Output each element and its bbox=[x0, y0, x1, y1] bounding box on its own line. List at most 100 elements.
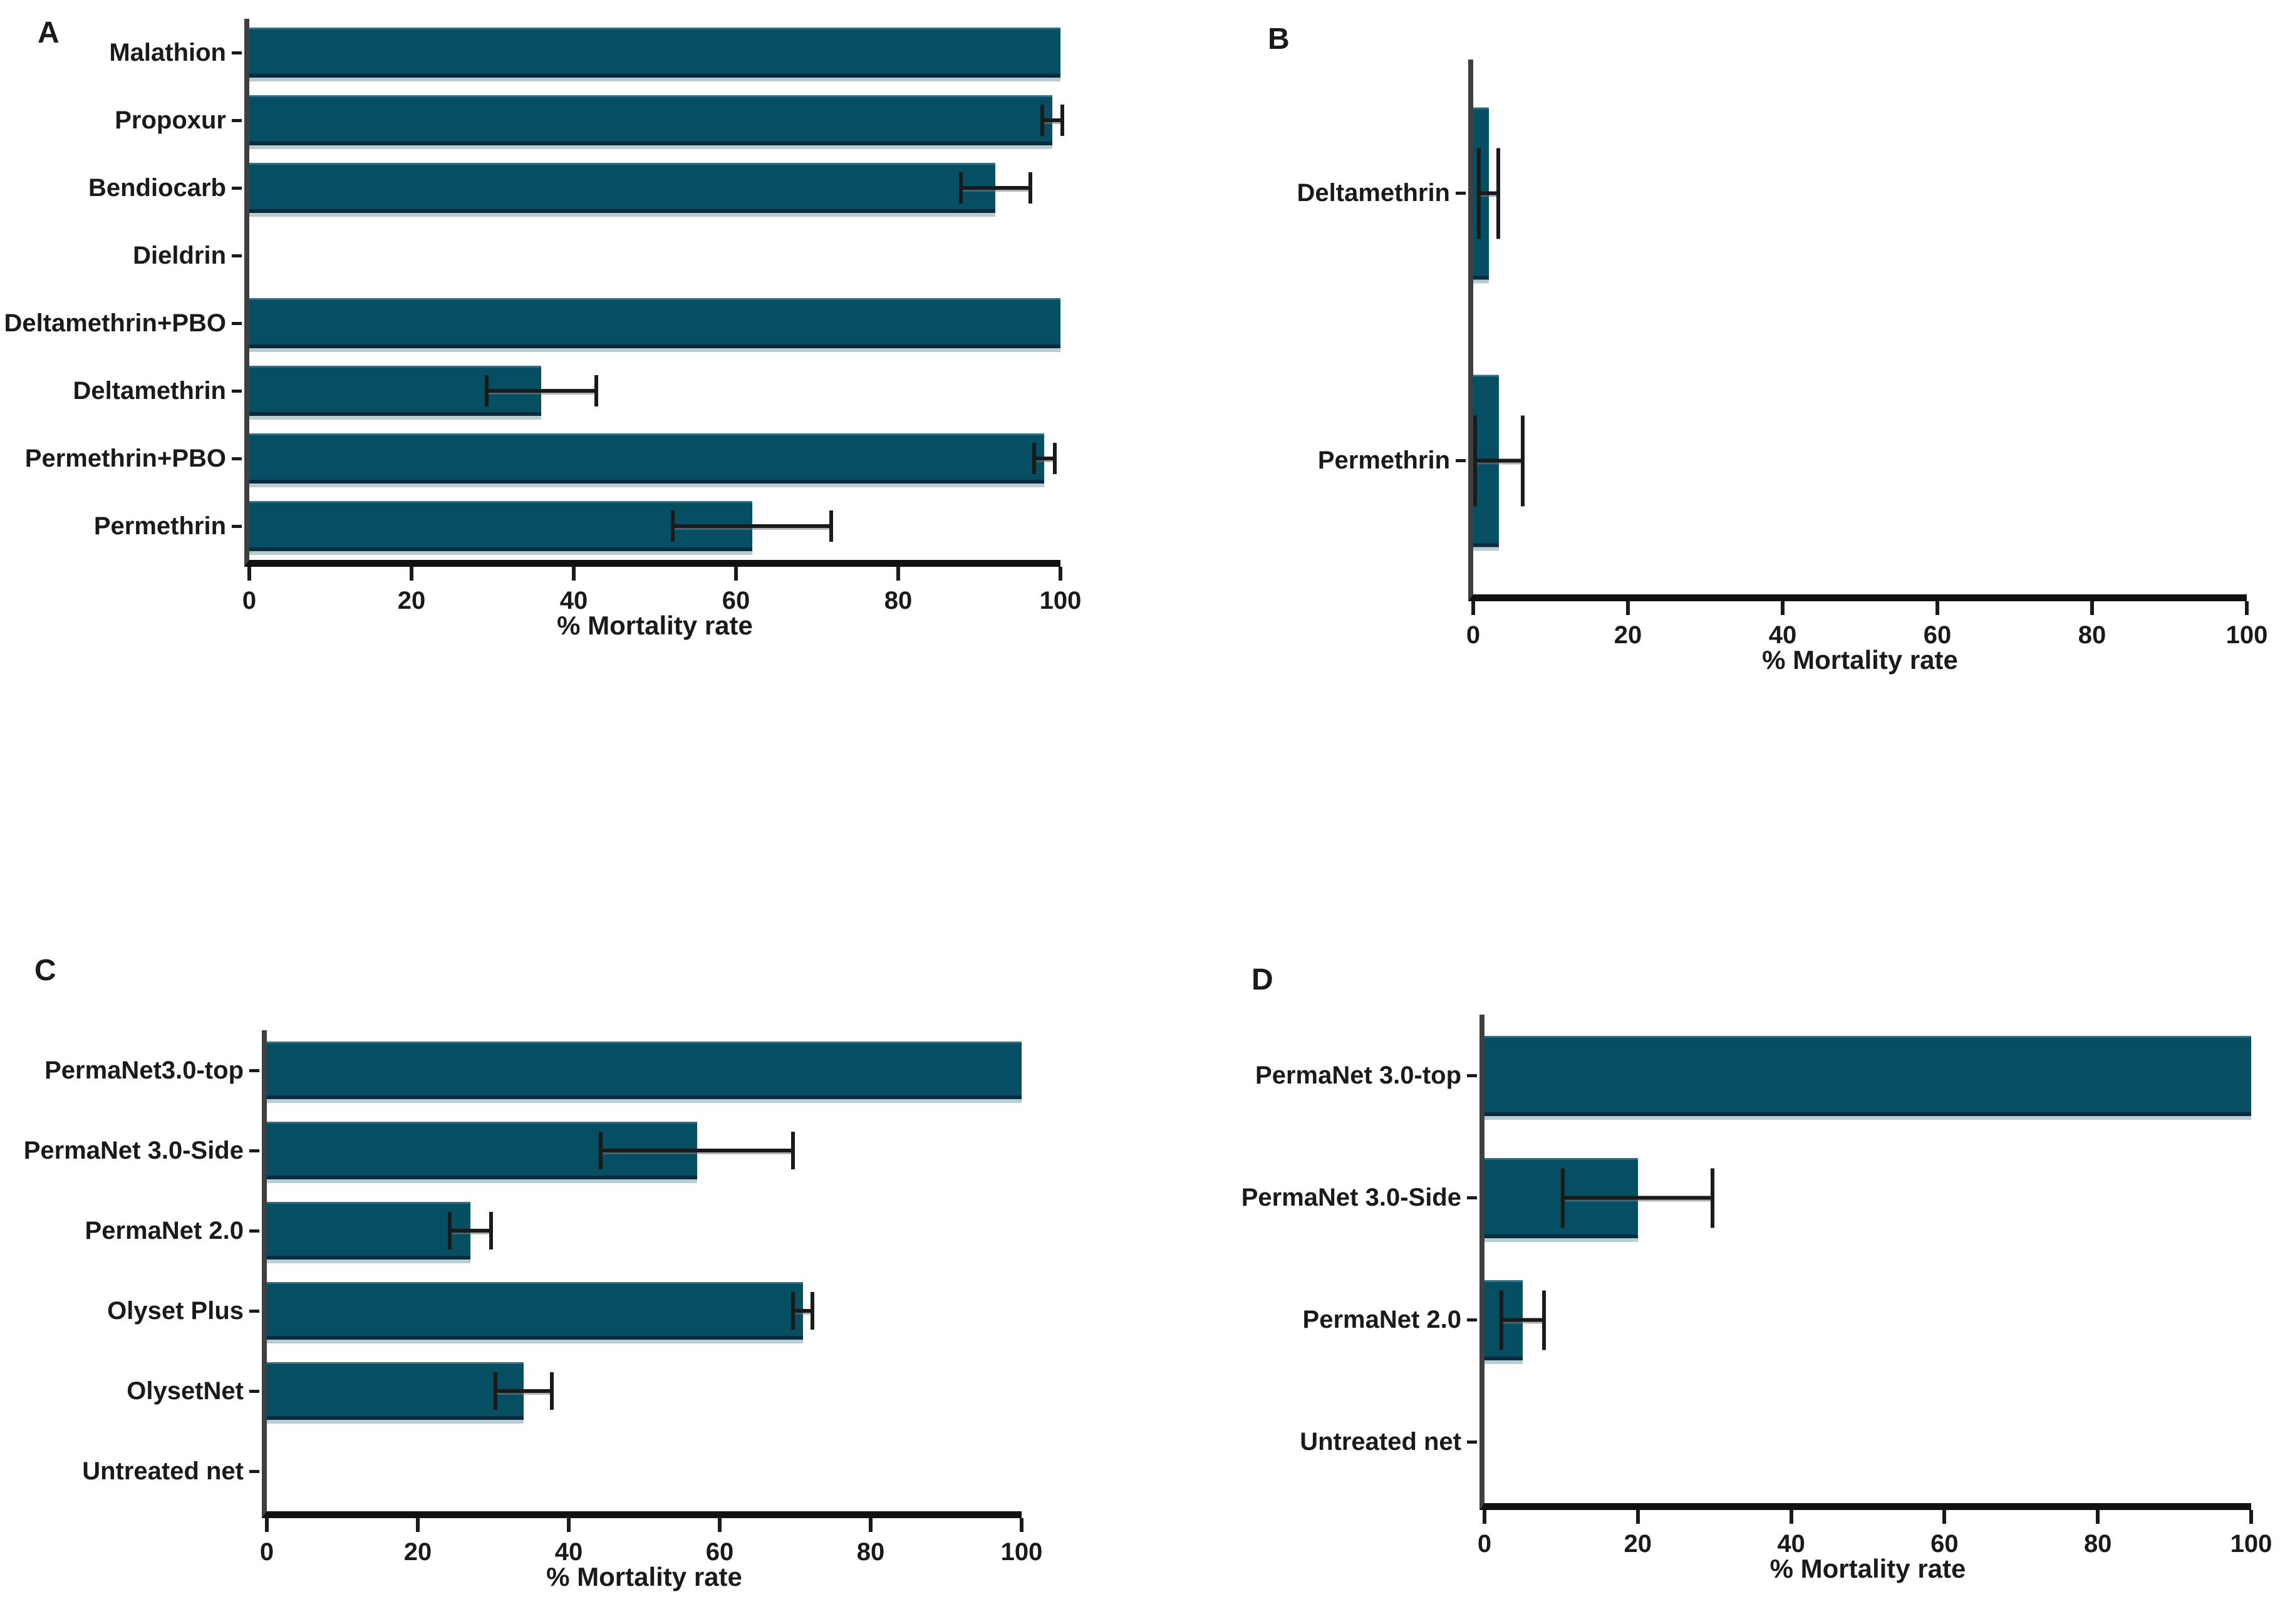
category-label: Propoxur bbox=[115, 106, 226, 134]
category-label: PermaNet 2.0 bbox=[85, 1216, 244, 1244]
bar-row bbox=[1473, 59, 2247, 327]
panel-b-chart: Deltamethrin Permethrin 0 20 40 60 80 100 bbox=[1142, 59, 2285, 649]
error-bar-cap-right bbox=[1496, 148, 1501, 239]
panel-c-letter: C bbox=[34, 954, 57, 987]
error-bar-line bbox=[484, 389, 598, 393]
error-bar bbox=[484, 375, 598, 406]
category-label-row: Permethrin bbox=[0, 492, 244, 560]
y-tick bbox=[1467, 1196, 1477, 1199]
bar-row bbox=[1484, 1015, 2251, 1137]
category-label-row: Untreated net bbox=[1142, 1381, 1479, 1503]
panel-c: C PermaNet3.0-top PermaNet 3.0-Side PermaN… bbox=[0, 812, 1142, 1624]
panel-d-category-labels: PermaNet 3.0-top PermaNet 3.0-Side PermaNe… bbox=[1142, 1015, 1479, 1503]
x-tick bbox=[1635, 1510, 1640, 1524]
x-tick bbox=[734, 567, 738, 581]
category-label-row: PermaNet 3.0-Side bbox=[1142, 1137, 1479, 1259]
y-tick bbox=[249, 1389, 259, 1393]
bar-row bbox=[267, 1271, 1022, 1351]
error-bar-cap-right bbox=[1711, 1168, 1715, 1228]
error-bar bbox=[959, 172, 1032, 204]
panel-b-category-labels: Deltamethrin Permethrin bbox=[1142, 59, 1468, 594]
x-tick bbox=[2245, 601, 2249, 615]
category-label-row: PermaNet 2.0 bbox=[0, 1191, 262, 1271]
category-label: Olyset Plus bbox=[107, 1296, 244, 1325]
y-tick bbox=[1467, 1440, 1477, 1444]
error-bar bbox=[1561, 1168, 1715, 1228]
category-label-row: Deltamethrin+PBO bbox=[0, 289, 244, 357]
error-bar-line bbox=[493, 1389, 554, 1393]
category-label-row: OlysetNet bbox=[0, 1351, 262, 1431]
x-tick bbox=[896, 567, 900, 581]
error-bar bbox=[791, 1292, 814, 1330]
category-label: Bendiocarb bbox=[88, 173, 226, 202]
error-bar-cap-right bbox=[549, 1372, 554, 1410]
error-bar-cap-right bbox=[489, 1212, 494, 1249]
error-bar-cap-right bbox=[1520, 415, 1525, 506]
error-bar bbox=[448, 1212, 494, 1249]
x-tick-label: 0 bbox=[242, 587, 257, 614]
x-tick bbox=[567, 1518, 571, 1532]
x-tick bbox=[1789, 1510, 1793, 1524]
category-label: PermaNet 2.0 bbox=[1302, 1306, 1461, 1333]
panel-c-plot-area: 0 20 40 60 80 100 bbox=[260, 1030, 1042, 1566]
error-bar-cap-left bbox=[1561, 1168, 1565, 1228]
x-tick-label: 80 bbox=[2083, 1530, 2112, 1558]
error-bar-line bbox=[1500, 1318, 1546, 1322]
x-tick-label: 60 bbox=[705, 1538, 734, 1566]
error-bar-line bbox=[671, 524, 834, 528]
x-tick-label: 40 bbox=[554, 1538, 583, 1566]
x-tick-label: 60 bbox=[1923, 621, 1952, 649]
x-tick-label: 20 bbox=[397, 587, 426, 614]
category-label-row: PermaNet 3.0-Side bbox=[0, 1110, 262, 1191]
error-bar-cap-right bbox=[1028, 172, 1032, 204]
x-tick-label: 40 bbox=[559, 587, 588, 614]
category-label-row: PermaNet 2.0 bbox=[1142, 1259, 1479, 1381]
error-bar-cap-left bbox=[671, 510, 675, 542]
bar-row bbox=[249, 425, 1060, 492]
panel-a-chart: Malathion Propoxur Bendiocarb Dieldrin Delta… bbox=[0, 19, 1142, 614]
category-label-row: Deltamethrin bbox=[0, 357, 244, 425]
category-label: PermaNet 3.0-top bbox=[1255, 1062, 1461, 1089]
error-bar bbox=[1473, 415, 1525, 506]
panel-d-plot-area: 0 20 40 60 80 100 bbox=[1478, 1015, 2272, 1558]
category-label: Permethrin+PBO bbox=[24, 444, 226, 472]
category-label-row: Bendiocarb bbox=[0, 154, 244, 222]
error-bar-line bbox=[959, 186, 1032, 190]
bar bbox=[267, 1282, 803, 1340]
x-tick bbox=[1935, 601, 1939, 615]
bar bbox=[267, 1042, 1022, 1099]
panel-d: D PermaNet 3.0-top PermaNet 3.0-Side Perma… bbox=[1142, 812, 2285, 1624]
error-bar-cap-left bbox=[1040, 105, 1044, 136]
category-label-row: Permethrin bbox=[1142, 327, 1468, 594]
bar-row bbox=[249, 492, 1060, 560]
error-bar-line bbox=[599, 1149, 795, 1152]
panel-b-x-axis-title: % Mortality rate bbox=[1762, 645, 1958, 675]
y-tick bbox=[232, 321, 242, 325]
error-bar bbox=[1477, 148, 1501, 239]
error-bar-cap-left bbox=[791, 1292, 795, 1330]
error-bar bbox=[671, 510, 834, 542]
y-tick bbox=[232, 186, 242, 190]
error-bar-cap-left bbox=[1032, 443, 1036, 474]
x-tick-label: 100 bbox=[1039, 587, 1082, 614]
category-label: Malathion bbox=[109, 38, 226, 66]
y-tick bbox=[249, 1149, 259, 1152]
bar-row bbox=[267, 1110, 1022, 1191]
error-bar bbox=[1500, 1290, 1546, 1350]
x-tick-label: 100 bbox=[2230, 1530, 2272, 1558]
bar-row bbox=[267, 1030, 1022, 1110]
error-bar-cap-right bbox=[829, 510, 834, 542]
category-label: Permethrin bbox=[93, 512, 226, 540]
panel-a-x-axis-title: % Mortality rate bbox=[557, 611, 753, 640]
x-tick-label: 100 bbox=[1000, 1538, 1043, 1566]
bar-row bbox=[267, 1191, 1022, 1271]
y-tick bbox=[249, 1469, 259, 1473]
category-label-row: Olyset Plus bbox=[0, 1271, 262, 1351]
bar-row bbox=[249, 222, 1060, 289]
y-tick bbox=[1456, 459, 1466, 462]
category-label: Dieldrin bbox=[133, 241, 226, 269]
error-bar-line bbox=[1477, 191, 1501, 195]
bar-row bbox=[267, 1431, 1022, 1511]
x-tick bbox=[2096, 1510, 2100, 1524]
error-bar-cap-left bbox=[448, 1212, 452, 1249]
